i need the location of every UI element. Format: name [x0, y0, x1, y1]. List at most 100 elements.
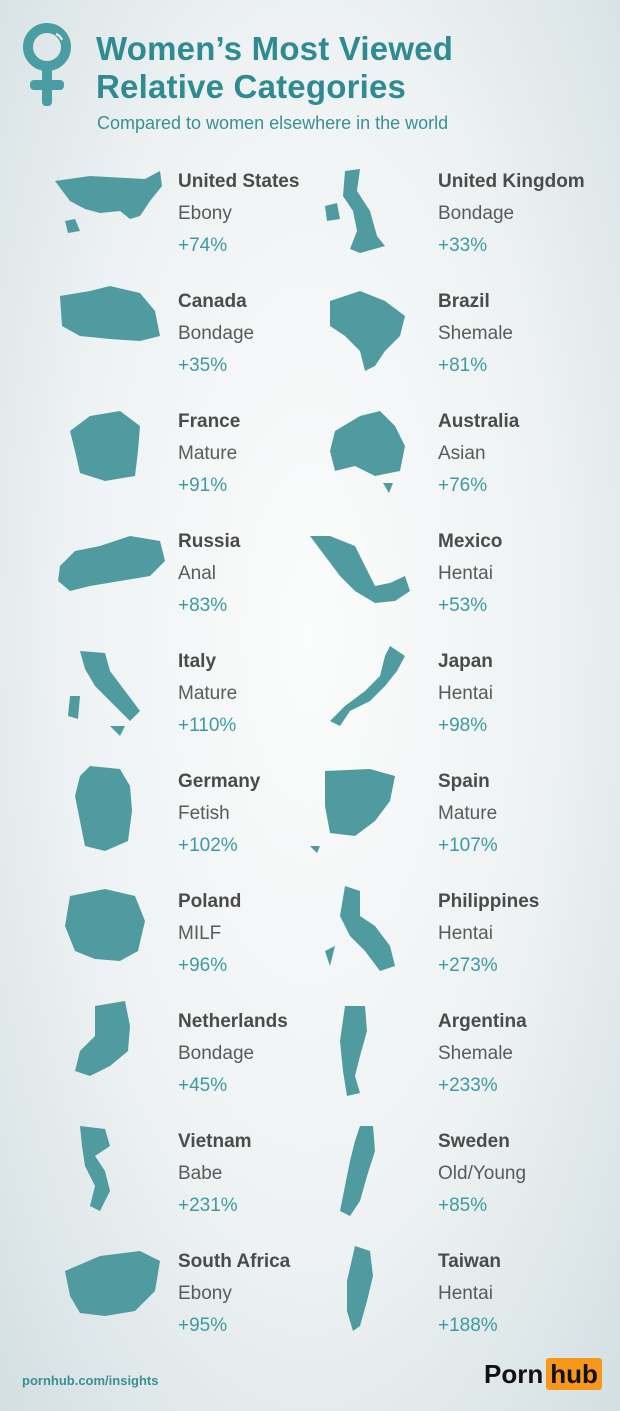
country-name: Argentina: [438, 1011, 527, 1032]
country-map-icon: [60, 286, 160, 341]
country-map-icon: [330, 291, 405, 371]
country-text: Taiwan Hentai +188%: [438, 1251, 501, 1337]
category: Ebony: [178, 203, 232, 224]
country-name: Brazil: [438, 291, 490, 312]
percent-change: +45%: [178, 1075, 228, 1096]
country-entry: Japan Hentai +98%: [305, 646, 605, 761]
country-name: Canada: [178, 291, 247, 312]
category: Ebony: [178, 1283, 232, 1304]
header: Women’s Most Viewed Relative Categories …: [0, 0, 620, 150]
country-entry: Russia Anal +83%: [45, 531, 345, 641]
percent-change: +95%: [178, 1315, 228, 1336]
country-map-icon: [80, 1126, 110, 1211]
percent-change: +76%: [438, 475, 488, 496]
country-name: Poland: [178, 891, 242, 912]
subtitle: Compared to women elsewhere in the world: [97, 113, 449, 133]
country-name: Taiwan: [438, 1251, 501, 1272]
page-title: Women’s Most Viewed Relative Categories: [96, 30, 453, 106]
pornhub-logo: Porn hub: [484, 1358, 602, 1390]
country-name: Vietnam: [178, 1131, 252, 1152]
country-map-icon: [65, 1251, 160, 1316]
country-entry: Canada Bondage +35%: [45, 286, 345, 401]
percent-change: +231%: [178, 1195, 238, 1216]
country-text: United Kingdom Bondage +33%: [438, 171, 585, 257]
country-entry: Argentina Shemale +233%: [305, 1006, 605, 1121]
percent-change: +35%: [178, 355, 228, 376]
percent-change: +91%: [178, 475, 228, 496]
country-name: Sweden: [438, 1131, 510, 1152]
category: MILF: [178, 923, 222, 944]
category: Shemale: [438, 1043, 513, 1064]
percent-change: +33%: [438, 235, 488, 256]
country-text: Poland MILF +96%: [178, 891, 241, 977]
category: Bondage: [178, 1043, 255, 1064]
category: Mature: [178, 683, 238, 704]
country-entry: South Africa Ebony +95%: [45, 1251, 345, 1361]
category: Mature: [438, 803, 498, 824]
country-map-icon: [340, 1126, 375, 1216]
country-entry: Australia Asian +76%: [305, 411, 605, 521]
percent-change: +233%: [438, 1075, 498, 1096]
country-entry: Philippines Hentai +273%: [305, 886, 605, 1001]
country-entry: Italy Mature +110%: [45, 651, 345, 761]
category: Asian: [438, 443, 486, 464]
country-name: Germany: [178, 771, 261, 792]
category: Hentai: [438, 683, 493, 704]
country-name: Australia: [438, 411, 520, 432]
country-map-icon: [330, 646, 405, 726]
country-map-icon: [68, 651, 140, 736]
title-line-2: Relative Categories: [96, 68, 407, 105]
country-map-icon: [310, 769, 395, 853]
country-map-icon: [65, 889, 145, 961]
country-map-icon: [75, 766, 132, 851]
country-entry: Spain Mature +107%: [305, 769, 605, 881]
country-map-icon: [325, 169, 385, 253]
country-text: Spain Mature +107%: [438, 771, 498, 857]
percent-change: +83%: [178, 595, 228, 616]
country-text: Brazil Shemale +81%: [438, 291, 513, 377]
country-entry: Brazil Shemale +81%: [305, 291, 605, 401]
insights-link[interactable]: pornhub.com/insights: [22, 1373, 159, 1388]
category: Old/Young: [438, 1163, 527, 1184]
category: Anal: [178, 563, 217, 584]
country-text: Sweden Old/Young +85%: [438, 1131, 526, 1217]
percent-change: +102%: [178, 835, 238, 856]
category: Hentai: [438, 563, 493, 584]
country-text: Germany Fetish +102%: [178, 771, 260, 857]
country-name: United Kingdom: [438, 171, 585, 192]
category: Mature: [178, 443, 238, 464]
country-text: France Mature +91%: [178, 411, 240, 497]
country-name: United States: [178, 171, 300, 192]
country-name: South Africa: [178, 1251, 291, 1272]
country-map-icon: [340, 1006, 367, 1096]
country-entry: Netherlands Bondage +45%: [45, 1001, 345, 1121]
country-text: Argentina Shemale +233%: [438, 1011, 527, 1097]
category: Babe: [178, 1163, 223, 1184]
country-name: Spain: [438, 771, 490, 792]
country-text: Italy Mature +110%: [178, 651, 237, 737]
percent-change: +53%: [438, 595, 488, 616]
logo-part-1: Porn: [484, 1358, 544, 1389]
percent-change: +81%: [438, 355, 488, 376]
country-map-icon: [75, 1001, 130, 1076]
country-map-icon: [58, 536, 165, 591]
country-entry: Taiwan Hentai +188%: [305, 1246, 605, 1361]
venus-symbol-icon: [23, 23, 71, 106]
country-map-icon: [325, 886, 395, 971]
country-text: Philippines Hentai +273%: [438, 891, 539, 977]
category: Shemale: [438, 323, 513, 344]
category: Bondage: [178, 323, 255, 344]
country-entry: Sweden Old/Young +85%: [305, 1126, 605, 1241]
country-text: Japan Hentai +98%: [438, 651, 493, 737]
percent-change: +188%: [438, 1315, 498, 1336]
country-map-icon: [330, 411, 405, 493]
percent-change: +96%: [178, 955, 228, 976]
country-text: United States Ebony +74%: [178, 171, 299, 257]
country-map-icon: [310, 536, 410, 603]
country-entry: Poland MILF +96%: [45, 889, 345, 1001]
category: Hentai: [438, 1283, 493, 1304]
title-line-1: Women’s Most Viewed: [96, 30, 454, 67]
percent-change: +110%: [178, 715, 237, 736]
country-name: Philippines: [438, 891, 540, 912]
country-entry: Germany Fetish +102%: [45, 766, 345, 881]
